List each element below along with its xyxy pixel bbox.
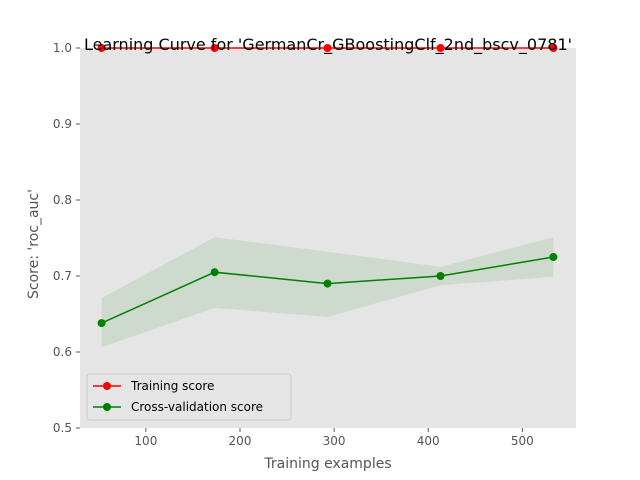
legend-label-training: Training score	[130, 379, 214, 393]
x-tick-label: 500	[511, 434, 534, 448]
legend-marker-cv	[103, 403, 111, 411]
point-cv	[97, 319, 106, 328]
y-tick-label: 0.5	[53, 421, 72, 435]
y-tick-label: 0.6	[53, 345, 72, 359]
legend: Training score Cross-validation score	[86, 373, 292, 421]
chart-title: Learning Curve for 'GermanCr_GBoostingCl…	[84, 35, 572, 55]
legend-label-cv: Cross-validation score	[131, 400, 263, 414]
y-tick-label: 1.0	[53, 41, 72, 55]
y-tick-label: 0.8	[53, 193, 72, 207]
y-axis-ticks: 0.5 0.6 0.7 0.8 0.9 1.0	[53, 41, 80, 435]
point-training	[436, 44, 445, 52]
point-training	[549, 44, 558, 52]
x-tick-label: 200	[229, 434, 252, 448]
point-training	[210, 44, 219, 52]
y-tick-label: 0.7	[53, 269, 72, 283]
band-cv	[101, 237, 554, 348]
x-tick-label: 100	[134, 434, 157, 448]
point-cv	[323, 279, 332, 288]
x-axis-label: Training examples	[263, 456, 391, 472]
x-tick-label: 400	[417, 434, 440, 448]
score-bands	[101, 237, 554, 348]
series-points	[97, 44, 558, 328]
plot-area	[80, 48, 576, 428]
point-training	[97, 44, 106, 52]
x-axis-ticks: 100 200 300 400 500	[134, 428, 534, 448]
legend-box	[86, 373, 292, 421]
point-cv	[210, 268, 219, 277]
legend-marker-training	[103, 382, 111, 390]
x-tick-label: 300	[323, 434, 346, 448]
point-cv	[549, 253, 558, 261]
y-tick-label: 0.9	[53, 117, 72, 131]
y-axis-label: Score: 'roc_auc'	[26, 189, 42, 299]
point-training	[323, 44, 332, 52]
point-cv	[436, 272, 445, 280]
